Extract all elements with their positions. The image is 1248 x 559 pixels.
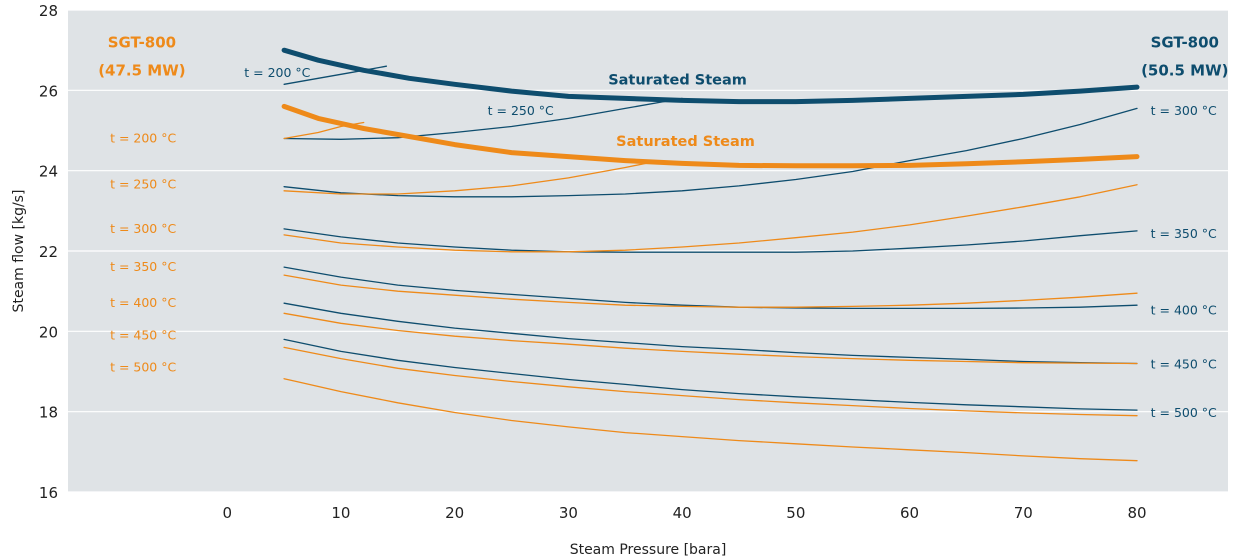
annotation-label: t = 250 °C (488, 103, 554, 118)
series-line-orange-t-300-c (283, 184, 1138, 253)
y-tick-label: 24 (39, 163, 58, 181)
x-tick-label: 50 (786, 504, 805, 522)
annotation-label: Saturated Steam (608, 72, 747, 88)
y-tick-label: 18 (39, 404, 58, 422)
x-tick-label: 30 (559, 504, 578, 522)
annotation-label: t = 350 °C (110, 259, 176, 274)
annotation-label: Saturated Steam (616, 134, 755, 150)
annotations: SGT-800 (47.5 MW) SGT-800 (50.5 MW) Saturate… (98, 33, 1228, 420)
annotation-label: (47.5 MW) (98, 61, 185, 79)
series-line-navy-t-200-c (283, 65, 388, 85)
annotation-label: (50.5 MW) (1141, 61, 1228, 79)
series-line-orange-t-250-c (283, 159, 661, 195)
annotation-label: t = 400 °C (110, 295, 176, 310)
annotation-label: t = 450 °C (1151, 357, 1217, 372)
series-line-navy-t-350-c (283, 228, 1138, 253)
x-tick-label: 80 (1127, 504, 1146, 522)
annotation-label: t = 450 °C (110, 327, 176, 342)
x-tick-label: 0 (222, 504, 232, 522)
series-line-orange-sgt-800-47-5-mw-saturated-steam (281, 103, 1140, 169)
x-tick-label: 40 (673, 504, 692, 522)
annotation-label: SGT-800 (108, 33, 176, 51)
annotation-label: t = 200 °C (110, 131, 176, 146)
series-lines (281, 47, 1140, 462)
gridlines (68, 9, 1228, 493)
annotation-label: t = 300 °C (110, 221, 176, 236)
series-line-navy-t-450-c (283, 302, 1138, 365)
annotation-label: t = 200 °C (244, 65, 310, 80)
y-tick-labels: 16 18 20 22 24 26 28 (39, 2, 58, 502)
annotation-label: t = 500 °C (1151, 405, 1217, 420)
annotation-label: SGT-800 (1151, 33, 1219, 51)
y-axis-label: Steam flow [kg/s] (11, 190, 27, 313)
series-line-navy-t-500-c (283, 338, 1138, 411)
annotation-label: t = 350 °C (1151, 226, 1217, 241)
series-line-navy-t-300-c (283, 107, 1138, 198)
series-line-orange-t-400-c (283, 312, 1138, 365)
y-tick-label: 16 (39, 484, 58, 502)
annotation-label: t = 250 °C (110, 177, 176, 192)
x-tick-label: 10 (331, 504, 350, 522)
x-tick-label: 60 (900, 504, 919, 522)
series-line-orange-t-450-c (283, 346, 1138, 417)
series-line-orange-t-200-c (283, 121, 365, 140)
series-line-navy-sgt-800-50-5-mw-saturated-steam (281, 47, 1140, 105)
x-tick-labels: 0 10 20 30 40 50 60 70 80 (222, 504, 1146, 522)
annotation-label: t = 400 °C (1151, 302, 1217, 317)
y-tick-label: 20 (39, 323, 58, 341)
x-tick-label: 70 (1014, 504, 1033, 522)
y-tick-label: 28 (39, 2, 58, 20)
annotation-label: t = 300 °C (1151, 103, 1217, 118)
x-tick-label: 20 (445, 504, 464, 522)
series-line-orange-t-350-c (283, 274, 1138, 308)
series-line-navy-t-250-c (283, 97, 683, 140)
y-tick-label: 26 (39, 82, 58, 100)
annotation-label: t = 500 °C (110, 360, 176, 375)
series-line-orange-t-500-c (283, 378, 1138, 462)
x-axis-label: Steam Pressure [bara] (570, 542, 727, 558)
y-tick-label: 22 (39, 243, 58, 261)
